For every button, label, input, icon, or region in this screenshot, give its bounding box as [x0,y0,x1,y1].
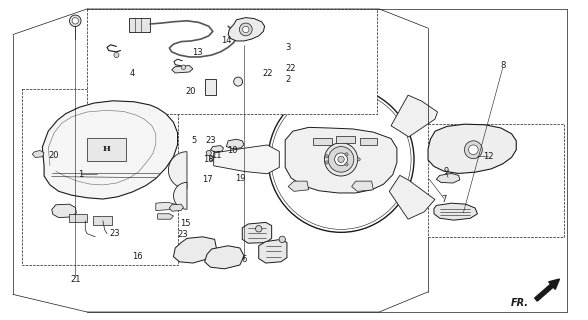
Polygon shape [288,181,309,191]
Text: 23: 23 [205,136,216,145]
Polygon shape [173,182,187,209]
Bar [360,138,377,145]
Text: 1: 1 [79,170,83,179]
Circle shape [335,153,348,166]
Circle shape [357,158,360,161]
Text: 22: 22 [262,69,273,78]
Text: H: H [103,145,111,153]
Text: 23: 23 [177,230,188,239]
Text: 12: 12 [483,152,493,161]
Bar [336,136,355,143]
Text: 13: 13 [192,48,202,57]
Polygon shape [168,152,187,189]
Polygon shape [32,150,44,157]
Text: 16: 16 [132,252,142,261]
Polygon shape [211,146,223,152]
Bar [93,216,112,225]
Text: 18: 18 [203,155,214,164]
Circle shape [345,163,348,166]
Circle shape [233,77,243,86]
Polygon shape [169,204,183,211]
Polygon shape [156,202,175,211]
Text: 5: 5 [192,136,196,145]
Text: 4: 4 [130,69,135,78]
Polygon shape [389,175,435,219]
Text: 14: 14 [221,36,232,45]
Polygon shape [259,239,287,263]
Bar [205,79,216,95]
Polygon shape [436,173,460,183]
Circle shape [206,150,211,156]
Polygon shape [213,145,279,174]
Text: FR.: FR. [511,298,529,308]
Circle shape [209,156,214,161]
Text: 11: 11 [211,151,222,160]
Circle shape [69,15,81,27]
Text: 21: 21 [70,275,81,284]
Text: 20: 20 [49,151,59,160]
Text: 6: 6 [241,255,247,264]
Bar [428,124,564,237]
Polygon shape [226,139,244,149]
Circle shape [279,236,285,243]
Circle shape [243,26,249,33]
Text: 19: 19 [235,174,245,183]
FancyArrow shape [534,279,560,301]
Polygon shape [173,237,216,263]
Text: 17: 17 [202,175,212,184]
Polygon shape [391,95,437,137]
Circle shape [465,141,482,159]
Circle shape [181,65,186,69]
Polygon shape [352,181,373,191]
Circle shape [325,155,328,158]
Polygon shape [205,246,244,269]
Text: 15: 15 [180,220,191,228]
Text: 23: 23 [109,229,120,238]
Polygon shape [42,101,178,199]
Bar [22,89,178,265]
Circle shape [325,161,328,164]
Circle shape [268,86,414,232]
Circle shape [256,226,262,232]
Text: 2: 2 [286,75,290,84]
Bar [87,138,126,161]
Polygon shape [52,204,76,218]
Circle shape [114,52,119,58]
Polygon shape [172,66,193,73]
Text: 10: 10 [227,146,238,155]
Text: 20: 20 [186,87,196,96]
Polygon shape [285,127,397,193]
Circle shape [271,89,411,229]
Circle shape [469,145,478,155]
Polygon shape [434,203,477,220]
Circle shape [345,153,348,156]
Polygon shape [242,222,272,243]
Bar [313,138,332,145]
Circle shape [325,143,358,176]
Circle shape [328,147,354,172]
Circle shape [239,23,252,36]
Bar [87,9,377,114]
Polygon shape [428,124,516,173]
Text: 8: 8 [500,61,506,70]
Polygon shape [228,18,265,41]
Circle shape [338,156,344,163]
Bar [69,214,87,222]
Text: 22: 22 [286,64,296,73]
Circle shape [72,18,78,24]
Text: 7: 7 [441,196,447,204]
Text: 9: 9 [443,167,448,176]
Bar [129,18,150,32]
Polygon shape [158,214,173,219]
Text: 3: 3 [285,43,291,52]
